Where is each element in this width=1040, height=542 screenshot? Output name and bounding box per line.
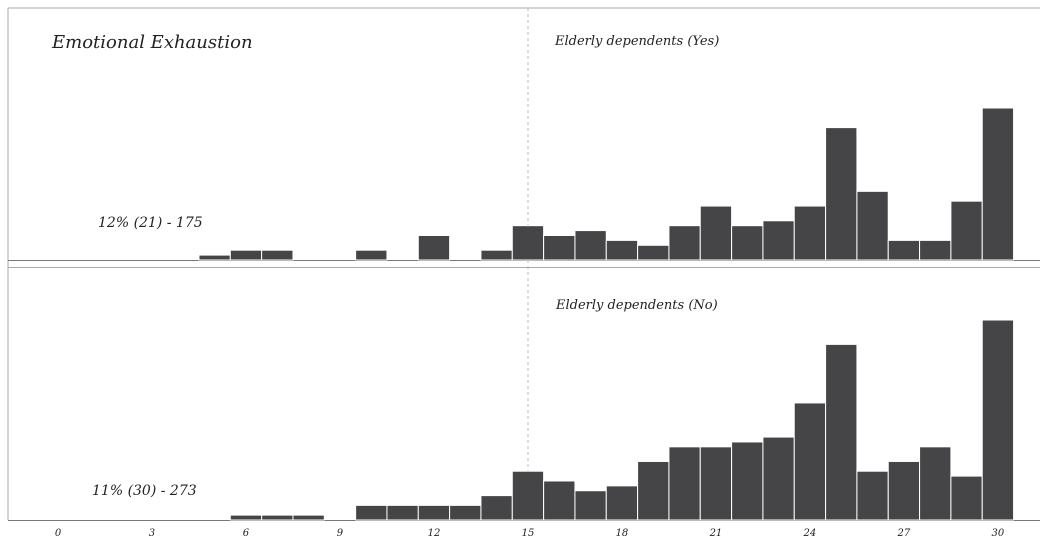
bar-no-12 — [417, 504, 451, 521]
x-tick-label: 9 — [337, 528, 344, 539]
bar-yes-28 — [919, 239, 952, 261]
panel-label-yes: Elderly dependents (Yes) — [554, 34, 719, 49]
bar-no-19 — [637, 460, 670, 521]
x-tick-label: 0 — [55, 528, 62, 539]
bar-yes-29 — [950, 200, 983, 261]
bar-yes-19 — [637, 244, 670, 261]
bars-elderly-no — [229, 319, 1015, 521]
bar-no-11 — [386, 504, 419, 521]
bar-yes-6 — [229, 249, 263, 261]
bar-yes-12 — [417, 234, 451, 261]
x-tick-label: 24 — [803, 528, 817, 539]
bar-no-28 — [919, 446, 952, 521]
bar-yes-18 — [605, 239, 639, 261]
bar-no-13 — [449, 504, 482, 521]
panel-stat-yes: 12% (21) - 175 — [98, 215, 203, 231]
bar-no-8 — [292, 514, 325, 521]
bar-yes-30 — [981, 107, 1015, 261]
bar-yes-5 — [198, 254, 231, 261]
bar-no-17 — [574, 490, 607, 521]
x-tick-label: 6 — [243, 528, 250, 539]
bar-no-10 — [355, 504, 388, 521]
bar-yes-23 — [762, 220, 795, 261]
bar-yes-16 — [543, 234, 576, 261]
bar-no-18 — [605, 485, 639, 521]
bar-yes-25 — [825, 127, 858, 261]
bar-no-23 — [762, 436, 795, 521]
bar-yes-20 — [668, 225, 701, 261]
x-tick-label: 21 — [709, 528, 723, 539]
bar-yes-14 — [480, 249, 513, 261]
bar-yes-10 — [355, 249, 388, 261]
x-tick-label: 3 — [149, 528, 155, 539]
bar-no-21 — [699, 446, 733, 521]
bar-no-22 — [731, 441, 764, 521]
chart-title: Emotional Exhaustion — [51, 32, 253, 53]
x-tick-label: 18 — [616, 528, 629, 539]
bar-no-27 — [887, 460, 921, 521]
bar-no-24 — [793, 402, 827, 521]
bar-no-30 — [981, 319, 1015, 521]
bar-no-29 — [950, 475, 983, 521]
bar-yes-21 — [699, 205, 733, 261]
bars-elderly-yes — [198, 107, 1015, 261]
bar-yes-22 — [731, 225, 764, 261]
x-tick-label: 30 — [992, 528, 1005, 539]
bar-yes-15 — [511, 225, 545, 261]
bar-no-16 — [543, 480, 576, 521]
bar-no-25 — [825, 343, 858, 521]
panel-stat-no: 11% (30) - 273 — [92, 483, 197, 499]
bar-yes-24 — [793, 205, 827, 261]
bar-no-14 — [480, 495, 513, 521]
x-axis-ticks: 0 3 6 9 12 15 18 21 24 27 30 — [55, 528, 1005, 539]
bar-no-15 — [511, 470, 545, 521]
x-tick-label: 12 — [428, 528, 441, 539]
panel-label-no: Elderly dependents (No) — [555, 298, 718, 313]
bar-no-20 — [668, 446, 701, 521]
bar-yes-26 — [856, 190, 889, 261]
x-tick-label: 27 — [897, 528, 911, 539]
bar-yes-27 — [887, 239, 921, 261]
bar-no-6 — [229, 514, 263, 521]
bar-no-7 — [261, 514, 294, 521]
bar-yes-17 — [574, 230, 607, 261]
bar-yes-7 — [261, 249, 294, 261]
bar-no-26 — [856, 470, 889, 521]
x-tick-label: 15 — [522, 528, 535, 539]
